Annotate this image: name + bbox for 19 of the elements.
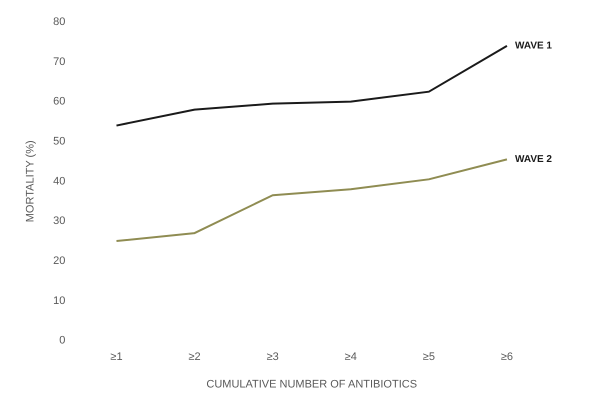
x-tick-label: ≥1 [110, 351, 123, 364]
y-tick-label: 80 [53, 16, 66, 28]
y-tick-label: 70 [53, 56, 66, 68]
x-tick-label: ≥5 [422, 351, 435, 364]
y-tick-label: 30 [53, 215, 66, 228]
y-tick-label: 0 [59, 334, 66, 347]
x-tick-label: ≥4 [344, 351, 357, 364]
y-axis-title: MORTALITY (%) [24, 140, 37, 222]
y-tick-label: 40 [53, 175, 66, 188]
x-tick-label: ≥3 [266, 351, 279, 364]
y-tick-label: 20 [53, 254, 66, 267]
x-axis-title: CUMULATIVE NUMBER OF ANTIBIOTICS [206, 378, 418, 390]
y-tick-label: 60 [53, 96, 66, 108]
y-tick-label: 50 [53, 136, 66, 148]
x-tick-label: ≥6 [500, 351, 514, 364]
series-label: WAVE 1 [514, 40, 552, 52]
series-label: WAVE 2 [514, 154, 552, 166]
x-tick-label: ≥2 [188, 351, 201, 364]
y-tick-label: 10 [53, 294, 66, 307]
